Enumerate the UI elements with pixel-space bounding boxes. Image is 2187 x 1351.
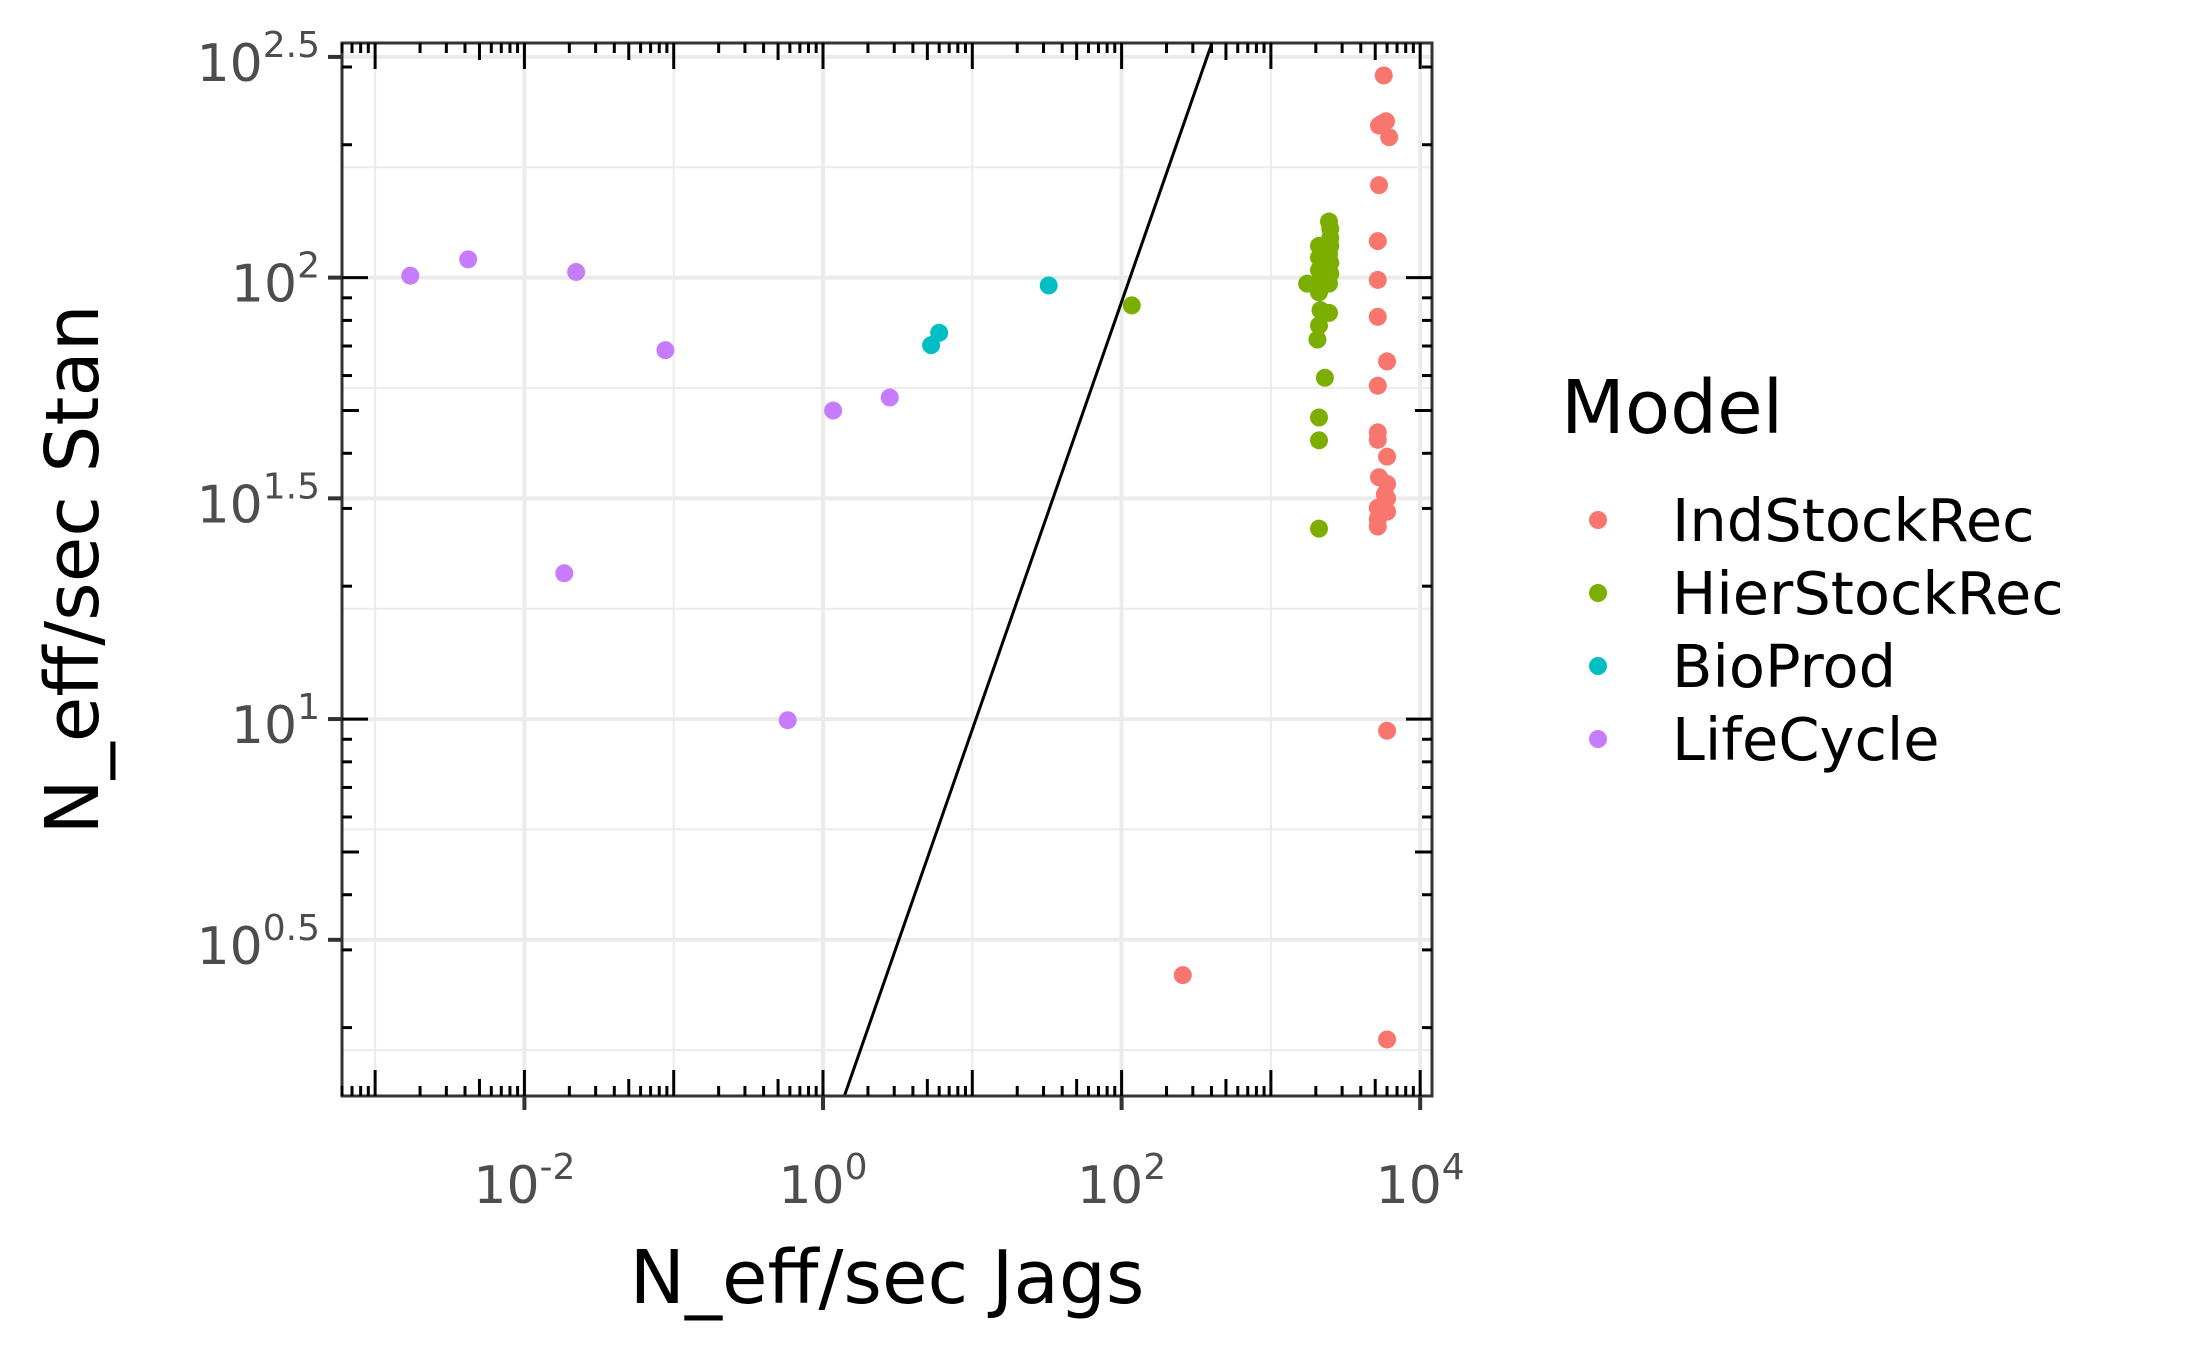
y-tick-label: 101 [231,687,320,756]
reference-line [842,43,1214,1096]
data-points [401,66,1399,1049]
point-indstockrec [1374,66,1393,85]
x-tick-label: 10-2 [473,1147,575,1216]
x-tick-label: 104 [1376,1147,1465,1216]
point-lifecycle [880,388,899,407]
point-hierstockrec [1308,330,1327,349]
point-lifecycle [401,266,420,285]
panel-border [340,41,1434,1098]
point-lifecycle [459,250,478,269]
point-indstockrec [1173,966,1192,985]
point-hierstockrec [1315,368,1334,387]
point-indstockrec [1378,721,1397,740]
point-indstockrec [1380,128,1399,147]
point-hierstockrec [1122,296,1141,315]
y-tick-label: 102 [231,246,320,315]
legend-title: Model [1561,365,1783,451]
point-indstockrec [1368,517,1387,536]
x-tick-label: 100 [778,1147,867,1216]
point-lifecycle [555,564,574,583]
point-indstockrec [1378,352,1397,371]
y-tick-label: 101.5 [197,466,320,535]
point-lifecycle [656,341,675,360]
point-indstockrec [1378,447,1397,466]
legend-label-indstockrec: IndStockRec [1672,486,2035,555]
point-hierstockrec [1309,408,1328,427]
point-bioprod [1039,276,1058,295]
axes: 10-2 100 102 104 100.5 101 101.5 102 102.5 [197,25,1465,1216]
point-hierstockrec [1309,283,1328,302]
point-hierstockrec [1309,431,1328,450]
point-lifecycle [824,401,843,420]
y-tick-label: 100.5 [197,908,320,977]
legend-key-hierstockrec [1589,584,1607,602]
point-indstockrec [1368,307,1387,326]
grid-lines [342,43,1432,1096]
point-indstockrec [1376,112,1395,131]
legend-key-lifecycle [1589,730,1607,748]
legend-key-bioprod [1589,657,1607,675]
point-lifecycle [567,262,586,281]
point-bioprod [922,336,941,355]
point-indstockrec [1368,232,1387,251]
point-indstockrec [1378,1030,1397,1049]
x-tick-label: 102 [1077,1147,1166,1216]
point-hierstockrec [1309,519,1328,538]
point-hierstockrec [1319,303,1338,322]
y-tick-label: 102.5 [197,25,320,94]
point-indstockrec [1368,270,1387,289]
point-indstockrec [1368,430,1387,449]
y-axis-title: N_eff/sec Stan [30,304,116,834]
legend-label-bioprod: BioProd [1672,632,1896,701]
axis-titles: N_eff/sec Jags N_eff/sec Stan [30,304,1144,1321]
point-hierstockrec [1309,316,1328,335]
reference-line-group [842,43,1214,1096]
legend-label-lifecycle: LifeCycle [1672,705,1940,774]
legend-label-hierstockrec: HierStockRec [1672,559,2064,628]
point-indstockrec [1368,376,1387,395]
point-indstockrec [1370,176,1389,195]
legend-key-indstockrec [1589,511,1607,529]
point-lifecycle [778,711,797,730]
x-axis-title: N_eff/sec Jags [630,1235,1145,1321]
legend: Model IndStockRecHierStockRecBioProdLifeC… [1561,365,2064,774]
